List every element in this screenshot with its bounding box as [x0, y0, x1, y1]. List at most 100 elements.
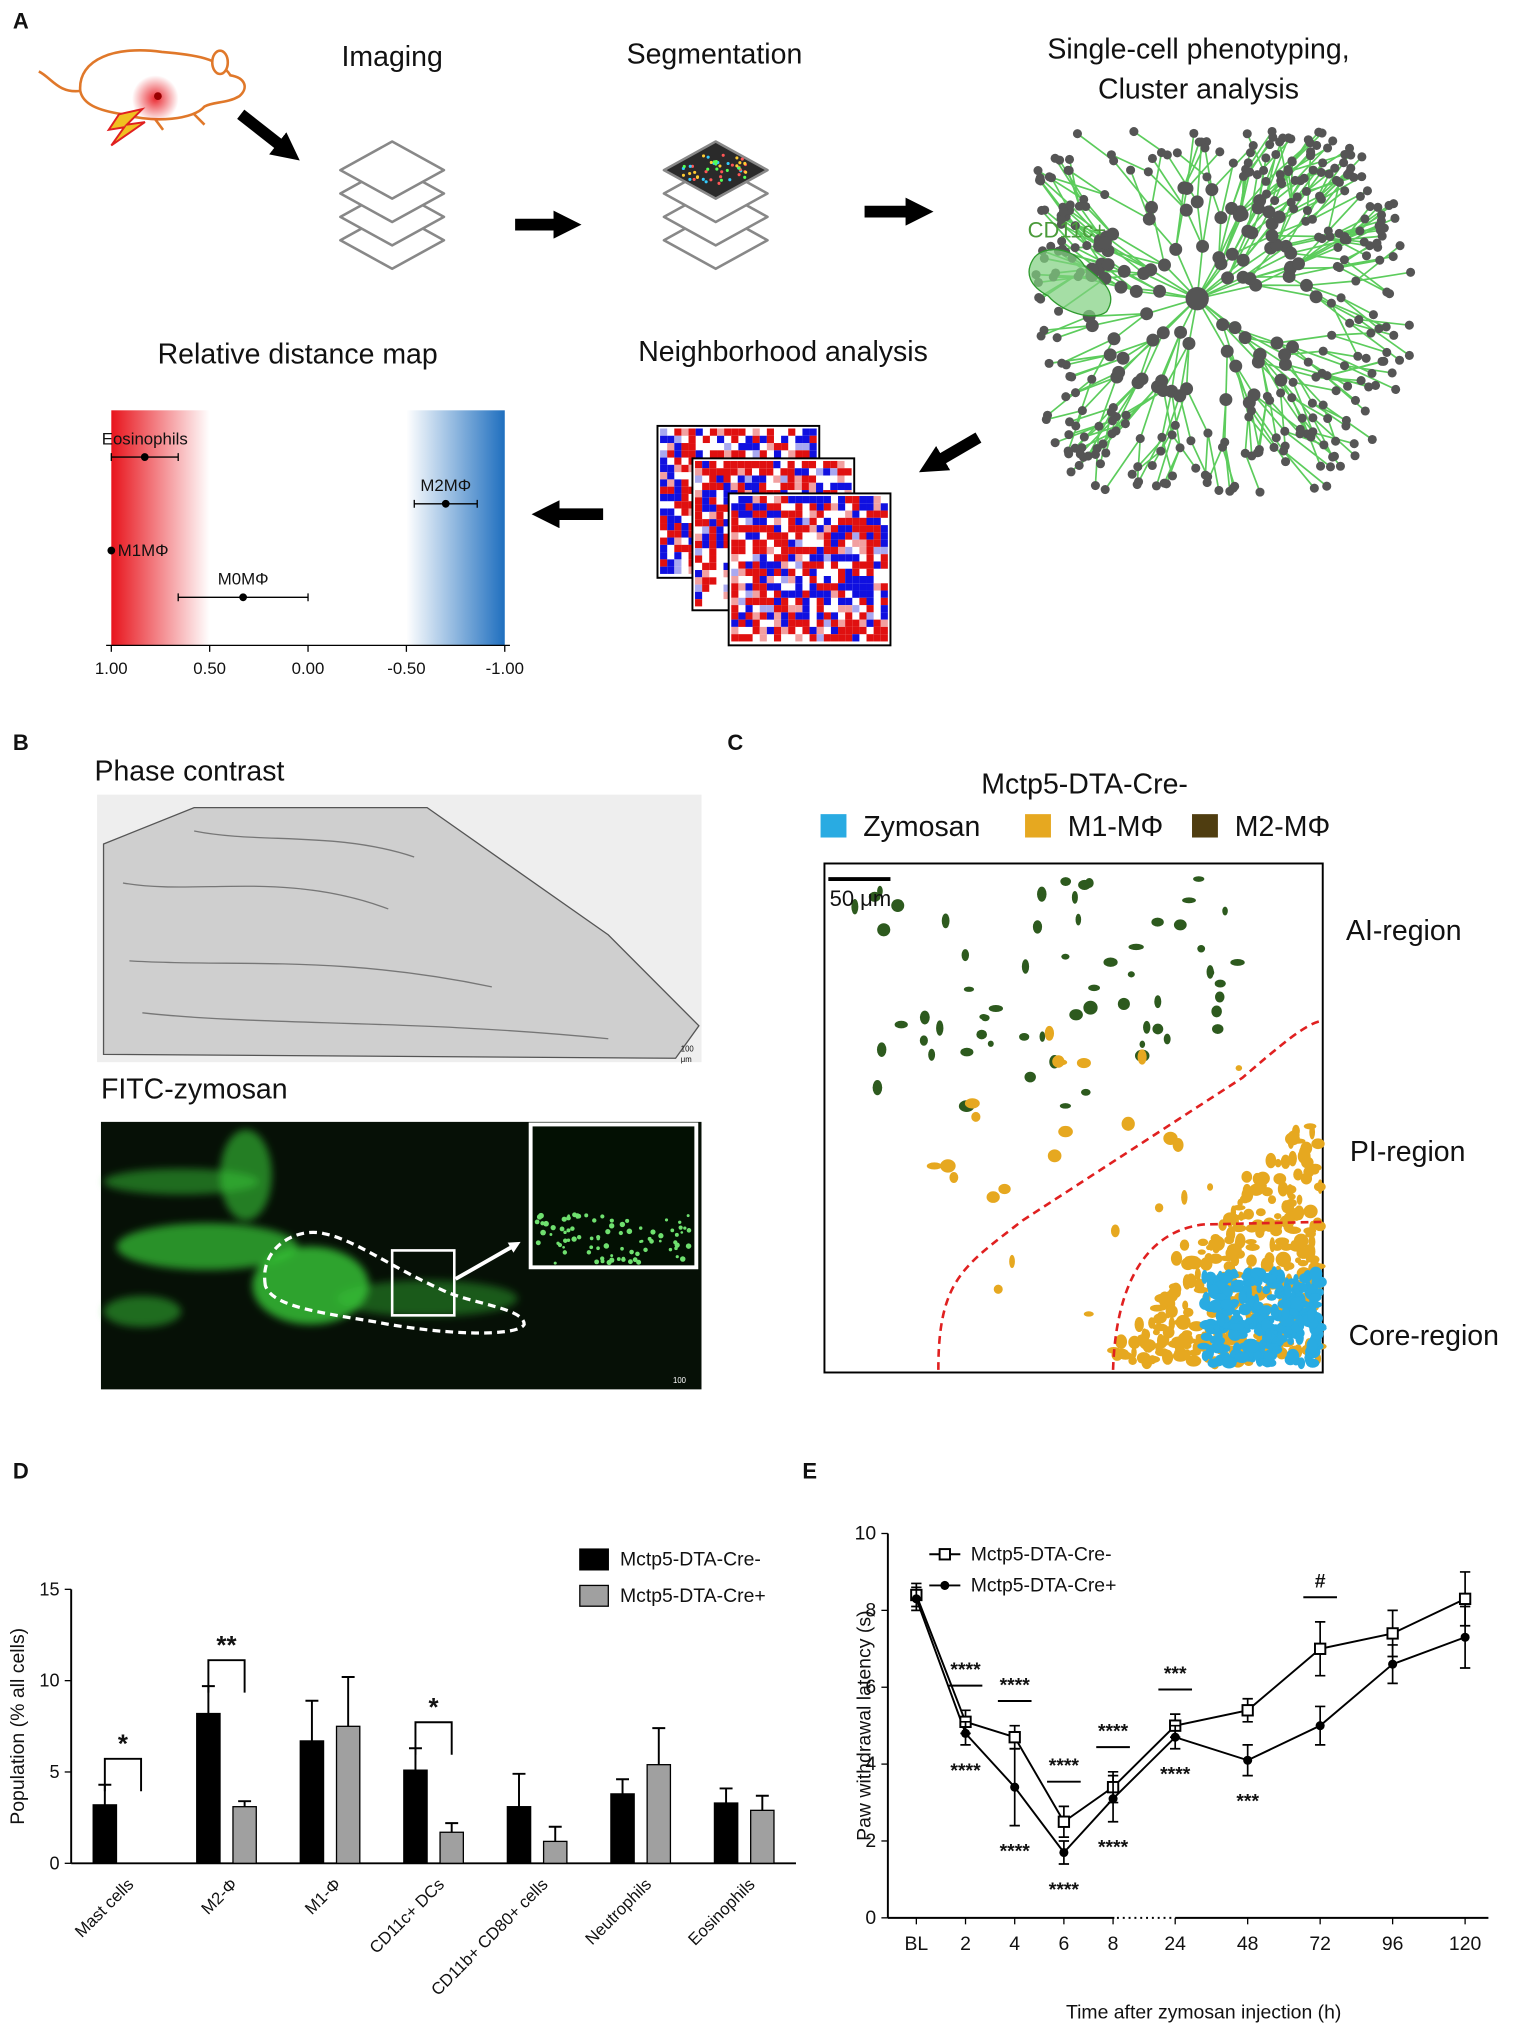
signal-dot [626, 1228, 633, 1235]
significance-label: *** [1164, 1663, 1187, 1685]
cell [1081, 1088, 1091, 1096]
node [1180, 382, 1194, 396]
x-tick-label: CD11c+ DCs [366, 1875, 448, 1958]
heatmap-cell [880, 605, 888, 613]
edge [1046, 409, 1083, 421]
edge [1098, 376, 1118, 427]
y-tick-label: 6 [865, 1676, 876, 1698]
node [1323, 143, 1333, 153]
cell [919, 1010, 930, 1025]
edge [1043, 324, 1093, 332]
cell [1134, 1316, 1144, 1333]
heatmap-cell [873, 619, 881, 627]
segment-speck [690, 164, 695, 168]
cell [1200, 1332, 1213, 1341]
signal-dot [635, 1251, 640, 1257]
cell [1303, 1204, 1318, 1219]
heatmap-cell [716, 519, 724, 527]
heatmap-cell [766, 525, 774, 533]
edge [1068, 169, 1106, 196]
signal-dot [686, 1214, 690, 1218]
cell [1154, 995, 1162, 1009]
heatmap-cell [731, 532, 739, 540]
node [1082, 241, 1092, 251]
bar [713, 1802, 739, 1864]
cell [1060, 877, 1072, 886]
heatmap-cell [880, 612, 888, 620]
node [1247, 388, 1261, 402]
node [1375, 255, 1385, 265]
heatmap-cell [802, 597, 810, 606]
cell [1286, 1184, 1294, 1199]
significance-label: ** [216, 1632, 237, 1660]
significance-bracket [103, 1757, 143, 1792]
edge [1160, 332, 1182, 382]
node [1135, 434, 1145, 444]
cell [1224, 1235, 1235, 1245]
node [1070, 443, 1080, 453]
heatmap-cell [852, 583, 860, 591]
segment-speck [740, 157, 744, 161]
x-tick-label: Mast cells [71, 1875, 137, 1941]
heatmap-cell [830, 554, 839, 562]
node [1292, 257, 1305, 271]
inset-arrow [454, 1241, 521, 1281]
heatmap-cell [773, 450, 782, 458]
node [1186, 436, 1196, 446]
heatmap-cell [738, 634, 746, 642]
heatmap-cell [802, 568, 810, 577]
node [1175, 443, 1185, 453]
heatmap-cell [788, 450, 796, 458]
heatmap-cell [845, 510, 853, 518]
cell [1021, 959, 1030, 974]
heatmap-cell [738, 496, 746, 504]
signal-dot [596, 1235, 601, 1240]
heatmap-cell [802, 561, 810, 569]
marker [1241, 1704, 1254, 1717]
heatmap-cell [759, 539, 767, 547]
signal-dot [678, 1220, 682, 1224]
node [1271, 433, 1281, 443]
heatmap-cell [745, 568, 753, 577]
step-title: Single-cell phenotyping, [1047, 33, 1349, 65]
heatmap-cell [781, 626, 789, 635]
heatmap-cell [759, 525, 767, 533]
cell [1252, 1350, 1262, 1360]
error-bar [652, 1727, 666, 1765]
heatmap-cell [759, 634, 767, 642]
node [1126, 165, 1136, 175]
node [1121, 410, 1131, 420]
segment-speck [743, 175, 747, 179]
edge [1349, 322, 1401, 361]
heatmap-cell [880, 619, 888, 627]
edge [1159, 395, 1181, 452]
x-tick-label: 72 [1309, 1933, 1331, 1955]
marker [1314, 1642, 1327, 1655]
heatmap-cell [681, 479, 689, 487]
heatmap-cell [845, 576, 853, 584]
heatmap-cell [695, 504, 703, 512]
signal-dot [650, 1229, 656, 1235]
node [1355, 191, 1365, 201]
node [1372, 238, 1382, 248]
heatmap-cell [674, 523, 682, 531]
heatmap-cell [752, 546, 760, 555]
heatmap-cell [809, 428, 817, 436]
heatmap-cell [731, 605, 739, 613]
node [1362, 186, 1372, 196]
node [1147, 460, 1157, 471]
heatmap-cell [723, 468, 731, 476]
heatmap-cell [674, 486, 682, 494]
heatmap-cell [752, 576, 760, 584]
heatmap-cell [730, 460, 738, 469]
x-tick-label: 0.50 [193, 659, 226, 678]
heatmap-cell [709, 490, 717, 498]
edge [1278, 195, 1320, 218]
cell [1262, 1285, 1271, 1295]
heatmap-cell [752, 583, 760, 591]
edge [1086, 244, 1125, 273]
edge [1106, 236, 1152, 271]
edge [1170, 332, 1182, 392]
heatmap-cell [809, 510, 817, 518]
heatmap-cell [731, 576, 739, 584]
